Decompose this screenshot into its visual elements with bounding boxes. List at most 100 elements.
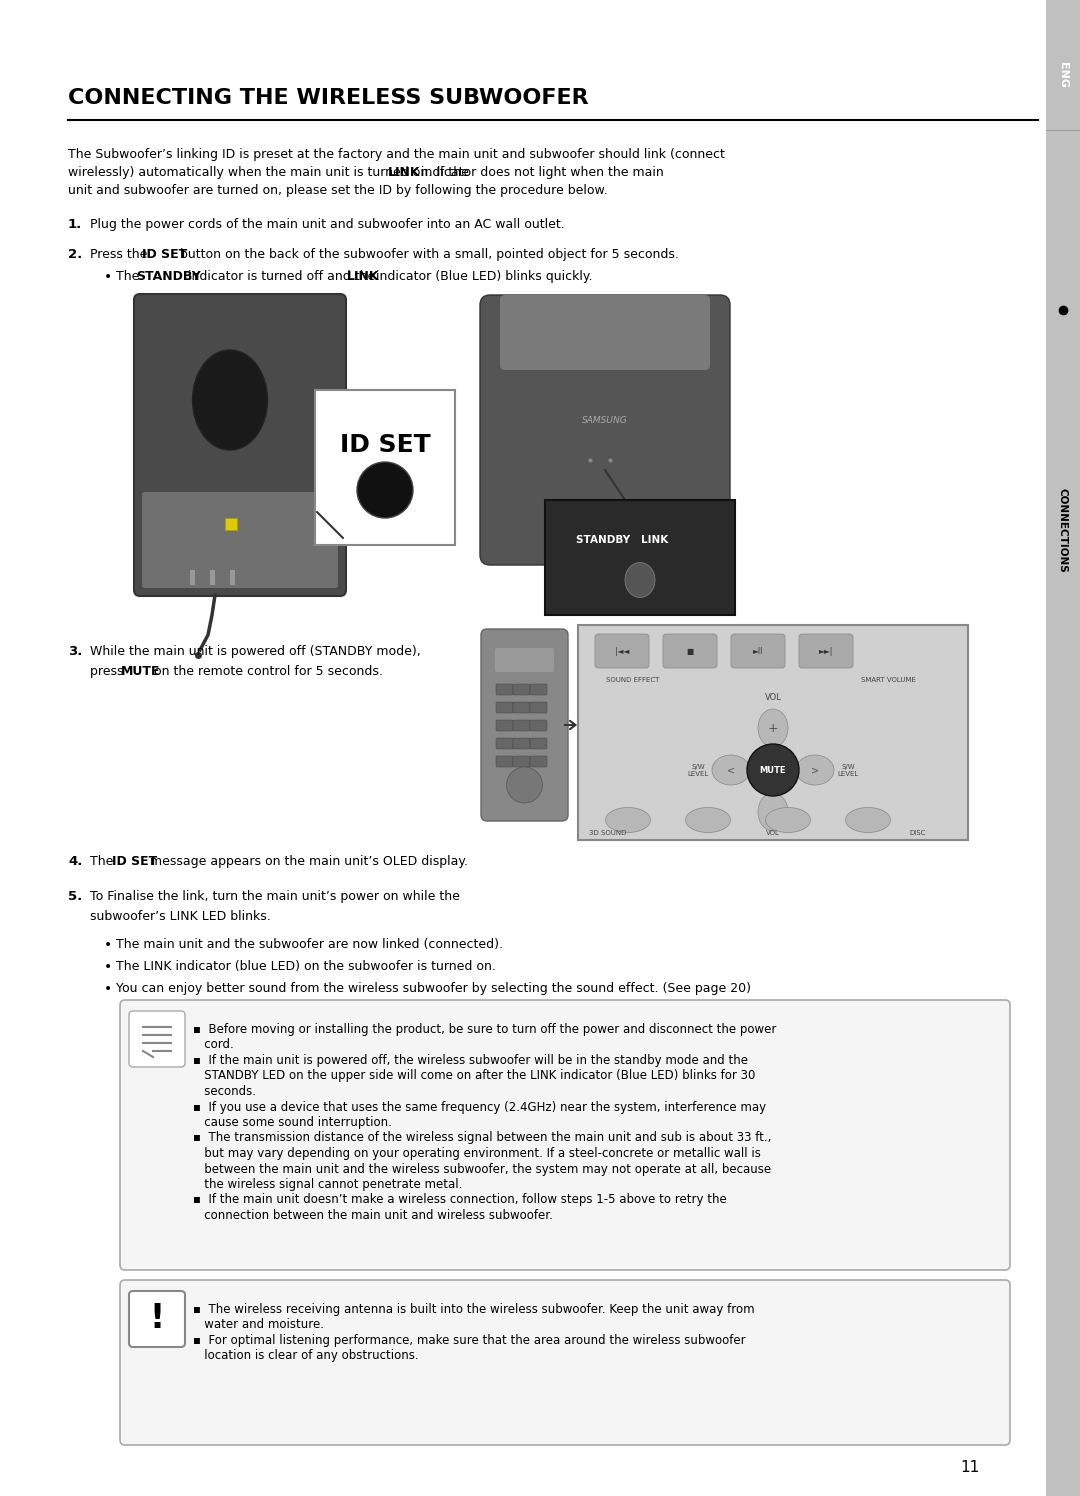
Text: VOL: VOL	[765, 693, 782, 702]
FancyBboxPatch shape	[134, 295, 346, 595]
Text: S/W
LEVEL: S/W LEVEL	[837, 763, 859, 776]
FancyBboxPatch shape	[496, 755, 513, 767]
Text: >: >	[811, 764, 819, 775]
FancyBboxPatch shape	[513, 738, 530, 749]
Text: subwoofer’s LINK LED blinks.: subwoofer’s LINK LED blinks.	[90, 910, 271, 923]
FancyBboxPatch shape	[578, 625, 968, 839]
FancyBboxPatch shape	[530, 755, 546, 767]
Ellipse shape	[606, 808, 650, 832]
Text: VOL: VOL	[766, 830, 780, 836]
Text: 4.: 4.	[68, 856, 82, 868]
Text: ▪  If you use a device that uses the same frequency (2.4GHz) near the system, in: ▪ If you use a device that uses the same…	[193, 1101, 766, 1113]
Text: S/W
LEVEL: S/W LEVEL	[687, 763, 708, 776]
Text: 1.: 1.	[68, 218, 82, 230]
FancyBboxPatch shape	[120, 1281, 1010, 1445]
Text: You can enjoy better sound from the wireless subwoofer by selecting the sound ef: You can enjoy better sound from the wire…	[116, 981, 751, 995]
Ellipse shape	[766, 808, 810, 832]
Text: location is clear of any obstructions.: location is clear of any obstructions.	[193, 1349, 419, 1363]
Text: •: •	[104, 960, 112, 974]
Text: MUTE: MUTE	[759, 766, 786, 775]
FancyBboxPatch shape	[480, 295, 730, 565]
Text: seconds.: seconds.	[193, 1085, 256, 1098]
Text: MUTE: MUTE	[121, 666, 161, 678]
Ellipse shape	[796, 755, 834, 785]
FancyBboxPatch shape	[513, 702, 530, 714]
Text: message appears on the main unit’s OLED display.: message appears on the main unit’s OLED …	[146, 856, 468, 868]
FancyBboxPatch shape	[545, 500, 735, 615]
Text: wirelessly) automatically when the main unit is turned on. If the: wirelessly) automatically when the main …	[68, 166, 473, 180]
FancyBboxPatch shape	[495, 648, 554, 672]
Text: press: press	[90, 666, 127, 678]
Ellipse shape	[625, 562, 654, 597]
Text: 3D SOUND: 3D SOUND	[590, 830, 626, 836]
Text: cord.: cord.	[193, 1038, 233, 1052]
FancyBboxPatch shape	[496, 720, 513, 732]
Text: LINK: LINK	[347, 269, 379, 283]
Text: 3.: 3.	[68, 645, 82, 658]
Ellipse shape	[192, 350, 268, 450]
Text: CONNECTIONS: CONNECTIONS	[1058, 488, 1068, 573]
Ellipse shape	[846, 808, 891, 832]
Text: !: !	[149, 1303, 164, 1336]
Text: ■: ■	[687, 646, 693, 655]
Text: the wireless signal cannot penetrate metal.: the wireless signal cannot penetrate met…	[193, 1177, 462, 1191]
Text: 11: 11	[960, 1460, 980, 1475]
Text: Plug the power cords of the main unit and subwoofer into an AC wall outlet.: Plug the power cords of the main unit an…	[90, 218, 565, 230]
Text: |◄◄: |◄◄	[615, 646, 630, 655]
Text: CONNECTING THE WIRELESS SUBWOOFER: CONNECTING THE WIRELESS SUBWOOFER	[68, 88, 589, 108]
Ellipse shape	[758, 709, 788, 747]
Text: ID SET: ID SET	[340, 432, 430, 456]
Text: ▪  The transmission distance of the wireless signal between the main unit and su: ▪ The transmission distance of the wirel…	[193, 1131, 771, 1144]
FancyBboxPatch shape	[496, 738, 513, 749]
FancyBboxPatch shape	[530, 738, 546, 749]
Text: ►►|: ►►|	[819, 646, 833, 655]
Text: STANDBY LED on the upper side will come on after the LINK indicator (Blue LED) b: STANDBY LED on the upper side will come …	[193, 1070, 755, 1083]
Text: Press the: Press the	[90, 248, 151, 260]
Text: SMART VOLUME: SMART VOLUME	[861, 678, 916, 684]
Text: SAMSUNG: SAMSUNG	[582, 416, 627, 425]
FancyBboxPatch shape	[513, 755, 530, 767]
FancyBboxPatch shape	[595, 634, 649, 669]
Text: between the main unit and the wireless subwoofer, the system may not operate at : between the main unit and the wireless s…	[193, 1162, 771, 1176]
Circle shape	[507, 767, 542, 803]
Text: +: +	[768, 721, 779, 735]
Text: STANDBY: STANDBY	[136, 269, 201, 283]
Text: 5.: 5.	[68, 890, 82, 904]
Text: The main unit and the subwoofer are now linked (connected).: The main unit and the subwoofer are now …	[116, 938, 503, 951]
Text: The LINK indicator (blue LED) on the subwoofer is turned on.: The LINK indicator (blue LED) on the sub…	[116, 960, 496, 972]
Bar	[1047, 0, 1080, 1496]
Circle shape	[747, 744, 799, 796]
Ellipse shape	[712, 755, 750, 785]
FancyBboxPatch shape	[731, 634, 785, 669]
Text: unit and subwoofer are turned on, please set the ID by following the procedure b: unit and subwoofer are turned on, please…	[68, 184, 608, 197]
FancyBboxPatch shape	[129, 1011, 185, 1067]
Text: ENG: ENG	[1058, 61, 1068, 88]
Ellipse shape	[686, 808, 730, 832]
Bar	[210, 570, 215, 585]
Text: •: •	[104, 981, 112, 996]
Text: <: <	[727, 764, 735, 775]
Text: indicator (Blue LED) blinks quickly.: indicator (Blue LED) blinks quickly.	[372, 269, 593, 283]
Text: ▪  If the main unit doesn’t make a wireless connection, follow steps 1-5 above t: ▪ If the main unit doesn’t make a wirele…	[193, 1194, 727, 1206]
Text: ▪  Before moving or installing the product, be sure to turn off the power and di: ▪ Before moving or installing the produc…	[193, 1023, 777, 1037]
Bar	[190, 570, 195, 585]
Text: The Subwoofer’s linking ID is preset at the factory and the main unit and subwoo: The Subwoofer’s linking ID is preset at …	[68, 148, 725, 162]
Text: button on the back of the subwoofer with a small, pointed object for 5 seconds.: button on the back of the subwoofer with…	[176, 248, 679, 260]
FancyBboxPatch shape	[663, 634, 717, 669]
FancyBboxPatch shape	[120, 999, 1010, 1270]
Text: To Finalise the link, turn the main unit’s power on while the: To Finalise the link, turn the main unit…	[90, 890, 460, 904]
Text: The: The	[90, 856, 118, 868]
FancyBboxPatch shape	[513, 684, 530, 696]
Text: •: •	[104, 269, 112, 284]
Text: LINK: LINK	[388, 166, 420, 180]
FancyBboxPatch shape	[530, 702, 546, 714]
Text: The: The	[116, 269, 144, 283]
FancyBboxPatch shape	[481, 628, 568, 821]
FancyBboxPatch shape	[799, 634, 853, 669]
FancyBboxPatch shape	[496, 702, 513, 714]
Bar	[225, 518, 237, 530]
Text: SOUND EFFECT: SOUND EFFECT	[606, 678, 660, 684]
Text: ►ll: ►ll	[753, 646, 764, 655]
FancyBboxPatch shape	[500, 295, 710, 370]
Bar	[230, 570, 235, 585]
